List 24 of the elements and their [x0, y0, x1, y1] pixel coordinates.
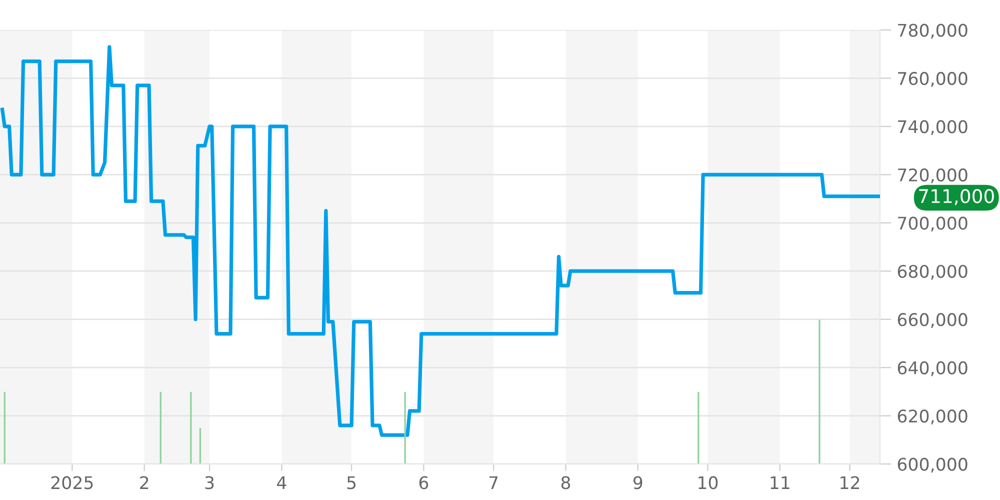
x-tick-label: 3 [205, 476, 214, 490]
x-tick-label: 5 [347, 476, 356, 490]
x-tick-label: 8 [561, 476, 570, 490]
x-tick-label: 10 [698, 476, 718, 490]
y-tick-label: 660,000 [898, 313, 968, 328]
x-tick-label: 9 [633, 476, 642, 490]
x-tick-label: 11 [770, 476, 790, 489]
x-tick-label: 2025 [51, 476, 93, 490]
x-tick-label: 6 [419, 476, 428, 490]
y-tick-label: 720,000 [898, 168, 968, 184]
x-tick-label: 2 [140, 476, 148, 489]
y-tick-label: 680,000 [898, 264, 968, 280]
x-tick-label: 7 [489, 476, 498, 489]
annotation: 711,000 [919, 189, 994, 206]
x-tick-label: 12 [840, 476, 860, 489]
y-tick-label: 780,000 [898, 24, 968, 39]
y-tick-label: 620,000 [898, 409, 968, 424]
y-tick-label: 600,000 [898, 458, 968, 473]
line-series [0, 45, 880, 437]
y-tick-label: 640,000 [898, 361, 968, 376]
y-tick-label: 760,000 [898, 72, 968, 87]
y-tick-label: 700,000 [898, 216, 968, 232]
x-tick-label: 4 [277, 476, 286, 489]
y-tick-label: 740,000 [898, 120, 968, 136]
